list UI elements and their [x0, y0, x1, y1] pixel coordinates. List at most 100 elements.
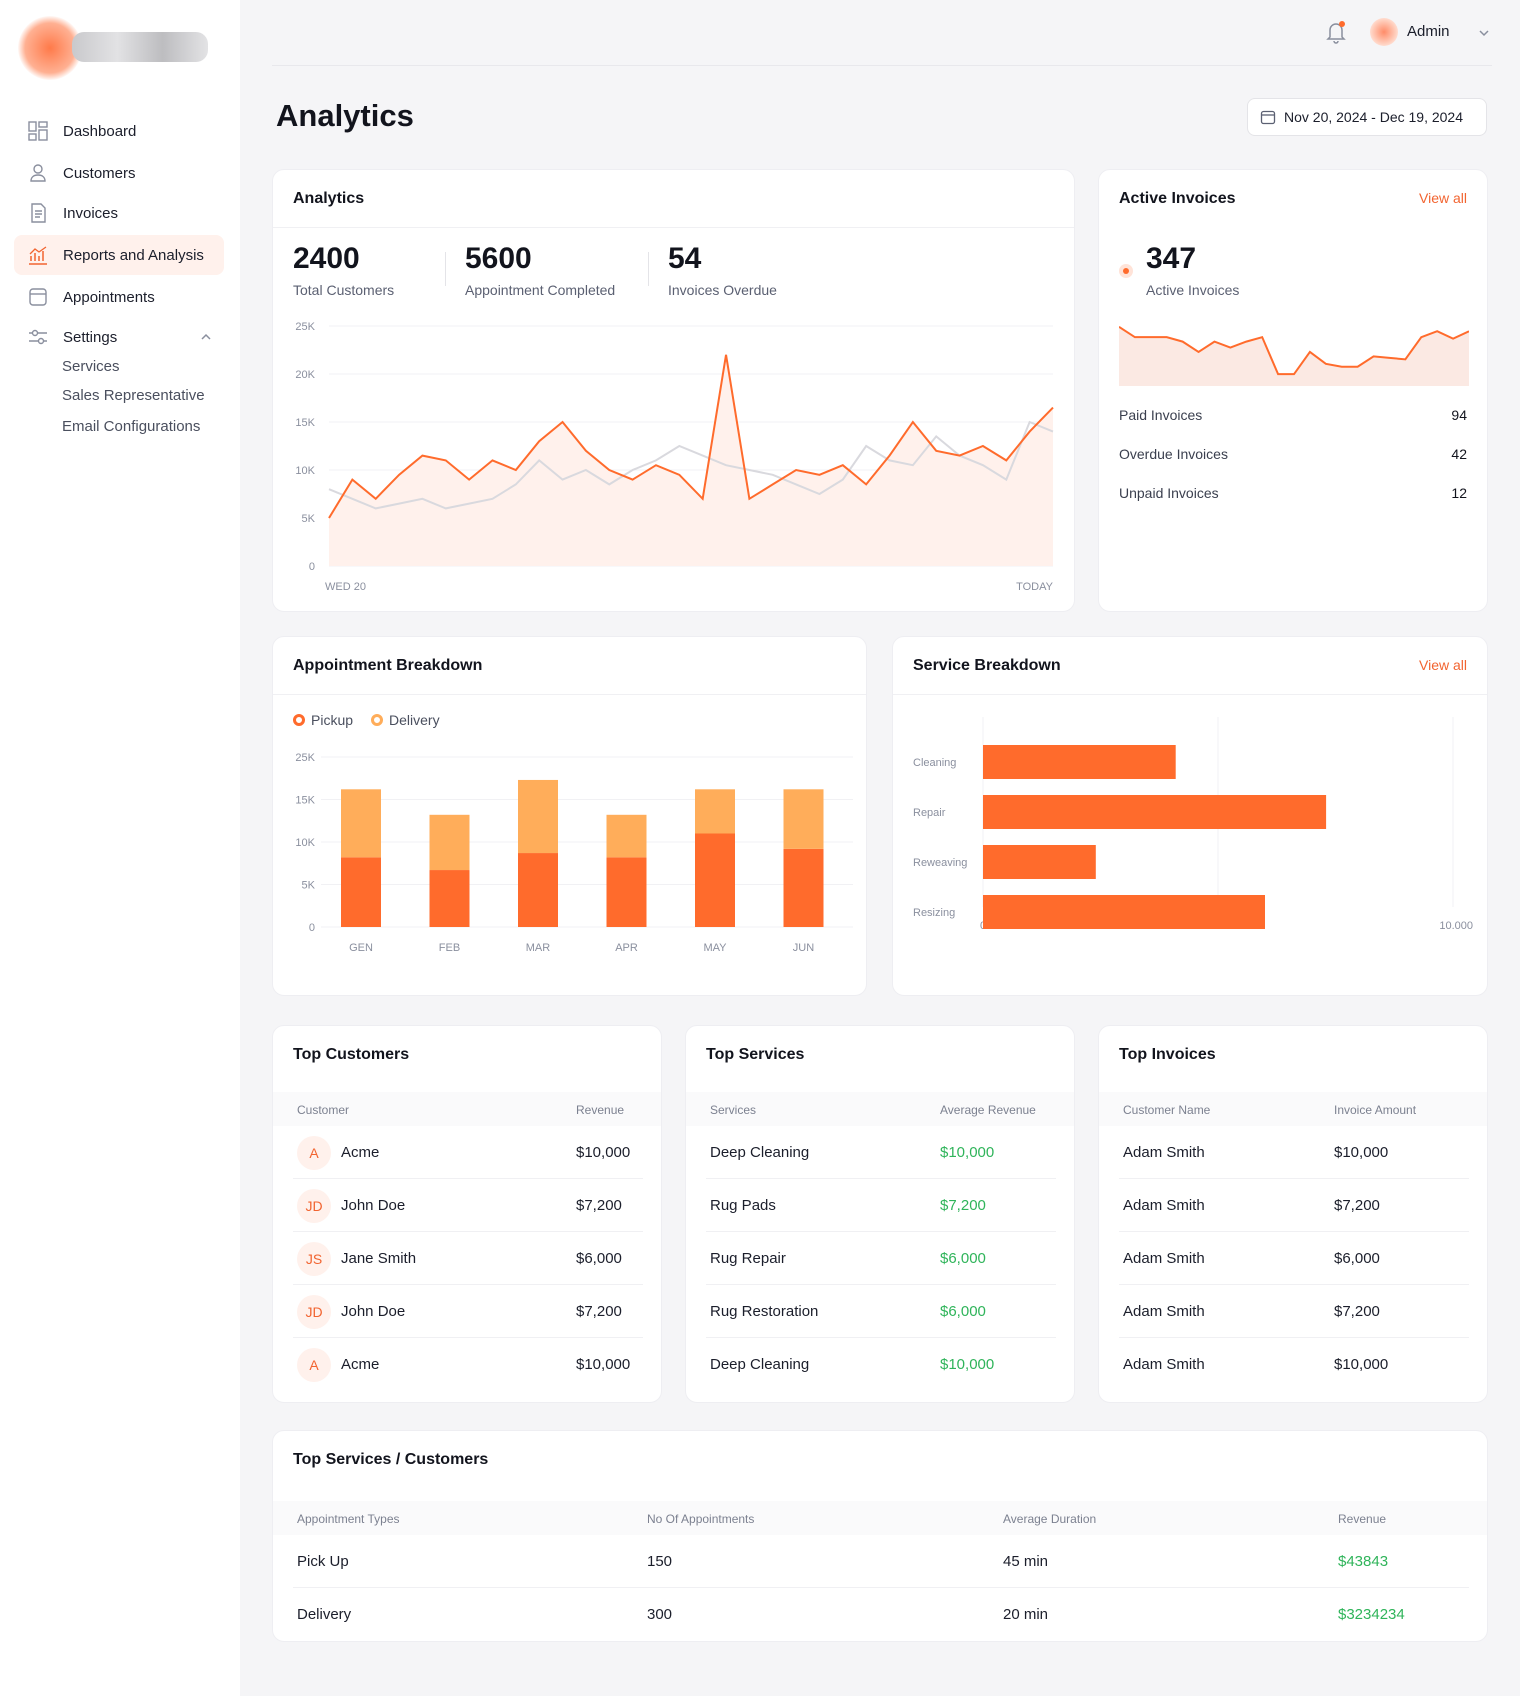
- bar-cleaning: [983, 745, 1176, 779]
- stat-overdue-value: 54: [668, 242, 702, 275]
- active-invoices-sparkline: [1119, 325, 1469, 386]
- row-divider: [293, 1231, 643, 1232]
- avatar[interactable]: [1370, 18, 1398, 46]
- sidebar-item-settings[interactable]: Settings: [14, 317, 224, 357]
- sidebar-item-label: Settings: [63, 328, 118, 346]
- x-tick-label: 10.000: [1439, 920, 1473, 932]
- invoice-amount: $10,000: [1334, 1144, 1389, 1161]
- sidebar-item-label: Dashboard: [63, 122, 137, 140]
- customer-revenue: $7,200: [576, 1303, 622, 1320]
- legend-pickup: Pickup: [293, 712, 353, 728]
- bar-pickup: [783, 848, 824, 927]
- y-tick-label: 5K: [302, 513, 316, 525]
- average-duration: 45 min: [1003, 1553, 1049, 1570]
- card-title: Top Customers: [293, 1046, 410, 1063]
- bell-icon[interactable]: [1325, 20, 1347, 44]
- row-divider: [706, 1231, 1056, 1232]
- brand-logo[interactable]: [10, 10, 210, 80]
- y-tick-label: 15K: [295, 417, 315, 429]
- column-header: Revenue: [576, 1103, 625, 1117]
- sidebar-item-customers[interactable]: Customers: [14, 153, 224, 193]
- y-tick-label: 0: [309, 561, 315, 573]
- customer-name: John Doe: [341, 1197, 406, 1214]
- y-tick-label: 10K: [295, 837, 315, 849]
- y-category-label: Repair: [913, 807, 946, 819]
- invoice-customer-name: Adam Smith: [1123, 1197, 1205, 1214]
- customer-name: John Doe: [341, 1303, 406, 1320]
- column-header: Customer Name: [1123, 1103, 1211, 1117]
- y-tick-label: 10K: [295, 465, 315, 477]
- table-header: [1099, 1092, 1487, 1126]
- customer-revenue: $10,000: [576, 1356, 631, 1373]
- chevron-down-icon[interactable]: [1478, 27, 1490, 39]
- sidebar-item-dashboard[interactable]: Dashboard: [14, 111, 224, 151]
- analytics-line-chart: 0 5K 10K 15K 20K 25K WED 20 TODAY: [295, 321, 1054, 593]
- customer-name: Acme: [341, 1144, 380, 1161]
- invoice-amount: $7,200: [1334, 1303, 1380, 1320]
- sidebar-item-label: Reports and Analysis: [63, 246, 204, 264]
- document-icon: [31, 203, 46, 223]
- column-header: Appointment Types: [297, 1512, 400, 1526]
- service-revenue: $10,000: [940, 1144, 995, 1161]
- row-divider: [706, 1284, 1056, 1285]
- x-tick-label: FEB: [439, 942, 460, 954]
- x-tick-label: MAR: [526, 942, 551, 954]
- active-invoices-label: Active Invoices: [1146, 282, 1240, 298]
- status-dot: [1119, 264, 1133, 278]
- appointment-type: Pick Up: [297, 1553, 349, 1570]
- sidebar-item-label: Customers: [63, 164, 136, 182]
- service-name: Deep Cleaning: [710, 1356, 810, 1373]
- table-header: [273, 1501, 1487, 1535]
- stat-total-customers-value: 2400: [293, 242, 360, 275]
- view-all-link[interactable]: View all: [1419, 657, 1467, 673]
- column-header: Customer: [297, 1103, 350, 1117]
- appointment-bar-chart: 0 5K 10K 15K 25K GEN FEB MAR APR MAY JUN: [295, 752, 853, 954]
- invoice-customer-name: Adam Smith: [1123, 1303, 1205, 1320]
- card-title: Top Services / Customers: [293, 1451, 489, 1468]
- y-tick-label: 20K: [295, 369, 315, 381]
- bar-delivery: [783, 789, 824, 849]
- stat-appointments-value: 5600: [465, 242, 532, 275]
- user-icon: [30, 164, 46, 182]
- bar-delivery: [429, 814, 470, 871]
- service-name: Rug Restoration: [710, 1303, 819, 1320]
- y-tick-label: 15K: [295, 795, 315, 807]
- chevron-up-icon[interactable]: [200, 331, 212, 343]
- top-customers-card: Top Customers Customer Revenue A Acme $10,…: [272, 1025, 662, 1403]
- grid-icon: [28, 121, 48, 141]
- date-range-picker[interactable]: Nov 20, 2024 - Dec 19, 2024: [1247, 98, 1487, 136]
- avatar: JS: [297, 1242, 331, 1276]
- service-revenue: $10,000: [940, 1356, 995, 1373]
- sidebar-item-appointments[interactable]: Appointments: [14, 277, 224, 317]
- paid-invoices-label: Paid Invoices: [1119, 407, 1203, 423]
- unpaid-invoices-label: Unpaid Invoices: [1119, 485, 1219, 501]
- settings-sub-services[interactable]: Services: [62, 358, 120, 375]
- stat-total-customers-label: Total Customers: [293, 282, 395, 298]
- avatar: JD: [297, 1295, 331, 1329]
- card-title: Active Invoices: [1119, 190, 1236, 207]
- settings-sub-email-config[interactable]: Email Configurations: [62, 418, 201, 435]
- bar-delivery: [341, 789, 381, 858]
- service-revenue: $7,200: [940, 1197, 986, 1214]
- invoice-customer-name: Adam Smith: [1123, 1250, 1205, 1267]
- bar-delivery: [518, 779, 558, 854]
- customer-revenue: $7,200: [576, 1197, 622, 1214]
- sidebar-item-invoices[interactable]: Invoices: [14, 193, 224, 233]
- topbar-divider: [272, 65, 1492, 66]
- x-tick-label: JUN: [793, 942, 814, 954]
- user-name[interactable]: Admin: [1407, 23, 1450, 40]
- row-divider: [293, 1587, 1469, 1588]
- table-header: [273, 1092, 661, 1126]
- view-all-link[interactable]: View all: [1419, 190, 1467, 206]
- bar-resizing: [983, 895, 1265, 929]
- service-bar-chart: 05.00010.000CleaningRepairReweavingResiz…: [913, 717, 1473, 932]
- bar-delivery: [695, 789, 735, 834]
- x-tick-label: TODAY: [1016, 581, 1054, 593]
- active-invoices-value: 347: [1146, 242, 1197, 275]
- service-name: Rug Repair: [710, 1250, 786, 1267]
- card-title: Analytics: [293, 190, 365, 207]
- x-tick-label: WED 20: [325, 581, 366, 593]
- sidebar-item-reports[interactable]: Reports and Analysis: [14, 235, 224, 275]
- settings-sub-sales-rep[interactable]: Sales Representative: [62, 387, 205, 404]
- top-services-card: Top Services Services Average Revenue De…: [685, 1025, 1075, 1403]
